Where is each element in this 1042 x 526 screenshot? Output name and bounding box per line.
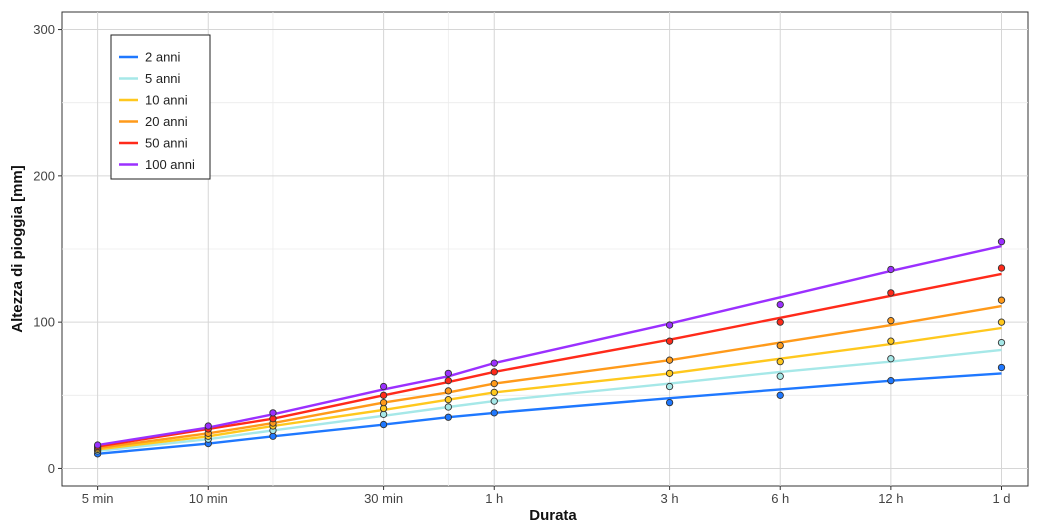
y-tick-label: 100: [33, 315, 55, 330]
legend-label: 5 anni: [145, 71, 181, 86]
series-layer: [97, 244, 1002, 455]
data-point: [665, 369, 674, 378]
data-point: [887, 377, 895, 385]
data-point: [665, 382, 674, 391]
data-point: [997, 363, 1006, 372]
data-point: [776, 391, 784, 399]
series-line: [97, 372, 1002, 455]
x-tick-label: 30 min: [364, 491, 403, 506]
data-point: [887, 265, 895, 274]
data-point: [490, 368, 498, 376]
x-tick-label: 6 h: [771, 491, 789, 506]
data-point: [490, 397, 498, 405]
y-tick-label: 0: [48, 461, 55, 476]
axis-layer: 0 100 200 300 5 min 10 min 30 min 1 h 3 h 6 h 12 h…: [33, 22, 1010, 506]
legend-label: 100 anni: [145, 157, 195, 172]
data-point: [997, 318, 1006, 326]
x-axis-title: Durata: [529, 507, 577, 524]
y-tick-label: 200: [33, 168, 55, 183]
data-point: [444, 387, 452, 395]
legend-label: 2 anni: [145, 50, 181, 65]
data-point: [776, 357, 784, 366]
data-point: [776, 341, 784, 350]
series-line: [97, 244, 1002, 447]
data-point: [490, 359, 498, 367]
data-point: [887, 337, 895, 345]
points-layer: [93, 238, 1006, 458]
data-point: [444, 377, 452, 385]
data-point: [776, 300, 784, 309]
y-axis-title: Altezza di pioggia [mm]: [9, 165, 26, 333]
data-point: [997, 264, 1006, 272]
data-point: [379, 398, 388, 407]
data-point: [444, 413, 452, 421]
data-point: [776, 318, 784, 326]
series-line: [97, 272, 1002, 448]
data-point: [444, 396, 452, 404]
data-point: [887, 289, 895, 297]
data-point: [490, 409, 498, 417]
data-point: [997, 338, 1006, 347]
data-point: [997, 238, 1006, 246]
series-line: [97, 326, 1002, 451]
x-tick-label: 12 h: [878, 491, 903, 506]
grid-lines: [62, 12, 1028, 486]
legend-label: 10 anni: [145, 93, 188, 108]
data-point: [665, 321, 674, 329]
legend: 2 anni 5 anni 10 anni 20 anni 50 anni 100 ann…: [110, 34, 211, 180]
data-point: [379, 420, 388, 429]
x-tick-label: 1 d: [992, 491, 1010, 506]
data-point: [887, 317, 895, 325]
x-tick-label: 1 h: [485, 491, 503, 506]
data-point: [490, 379, 498, 388]
data-point: [665, 356, 674, 364]
data-point: [997, 296, 1006, 304]
data-point: [93, 441, 102, 449]
legend-box: [110, 34, 211, 180]
data-point: [444, 403, 452, 411]
series-line: [97, 348, 1002, 453]
data-point: [776, 372, 784, 380]
data-point: [887, 355, 895, 363]
data-point: [665, 398, 674, 407]
x-tick-label: 5 min: [82, 491, 114, 506]
x-tick-label: 10 min: [189, 491, 228, 506]
y-tick-label: 300: [33, 22, 55, 37]
data-point: [204, 422, 212, 430]
legend-label: 50 anni: [145, 136, 188, 151]
series-line: [97, 304, 1002, 450]
data-point: [379, 391, 388, 399]
data-point: [444, 369, 452, 378]
data-point: [490, 388, 498, 397]
data-point: [269, 409, 277, 417]
x-tick-label: 3 h: [661, 491, 679, 506]
data-point: [379, 382, 388, 391]
data-point: [665, 337, 674, 345]
legend-label: 20 anni: [145, 114, 188, 129]
